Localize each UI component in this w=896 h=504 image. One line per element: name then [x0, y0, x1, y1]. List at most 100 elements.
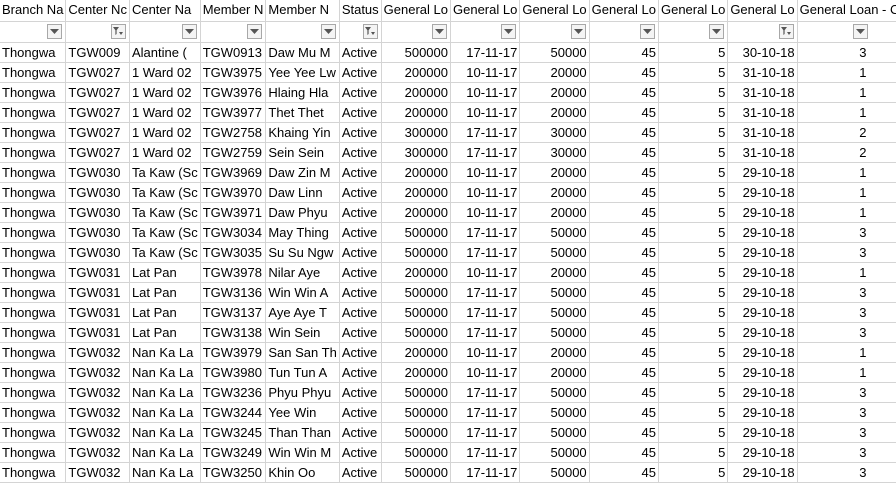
table-cell[interactable]: Active [339, 42, 382, 63]
filter-active-icon[interactable] [110, 23, 126, 39]
table-cell[interactable]: 20000 [519, 262, 590, 283]
table-cell[interactable]: 1 [797, 62, 896, 83]
table-cell[interactable]: 5 [658, 422, 729, 443]
table-cell[interactable]: Nan Ka La [129, 362, 201, 383]
table-cell[interactable]: TGW031 [65, 322, 130, 343]
table-cell[interactable]: 50000 [519, 422, 590, 443]
table-cell[interactable]: Daw Mu M [265, 42, 340, 63]
table-cell[interactable]: Active [339, 442, 382, 463]
table-cell[interactable]: 10-11-17 [450, 102, 521, 123]
table-cell[interactable]: 200000 [381, 262, 452, 283]
table-cell[interactable]: 1 [797, 342, 896, 363]
table-cell[interactable]: 45 [589, 182, 659, 203]
table-cell[interactable]: Active [339, 202, 382, 223]
table-cell[interactable]: 500000 [381, 222, 452, 243]
table-cell[interactable]: Thongwa [0, 42, 67, 63]
table-cell[interactable]: 50000 [519, 222, 590, 243]
table-cell[interactable]: 10-11-17 [450, 262, 521, 283]
table-cell[interactable]: 3 [797, 42, 896, 63]
table-cell[interactable]: 50000 [519, 442, 590, 463]
table-cell[interactable]: 1 Ward 02 [129, 102, 201, 123]
table-cell[interactable]: Thongwa [0, 282, 67, 303]
table-cell[interactable]: 3 [797, 382, 896, 403]
table-cell[interactable]: 3 [797, 302, 896, 323]
table-cell[interactable]: Daw Phyu [265, 202, 340, 223]
table-cell[interactable]: 29-10-18 [727, 362, 798, 383]
table-cell[interactable]: TGW3975 [200, 62, 267, 83]
table-cell[interactable]: Thongwa [0, 62, 67, 83]
table-cell[interactable]: 29-10-18 [727, 222, 798, 243]
table-cell[interactable]: Thet Thet [265, 102, 340, 123]
table-cell[interactable]: TGW032 [65, 362, 130, 383]
table-cell[interactable]: Thongwa [0, 122, 67, 143]
column-header[interactable]: General Lo [727, 0, 798, 22]
table-cell[interactable]: TGW027 [65, 82, 130, 103]
table-cell[interactable]: Active [339, 102, 382, 123]
table-cell[interactable]: 3 [797, 402, 896, 423]
table-cell[interactable]: San San Th [265, 342, 340, 363]
table-cell[interactable]: 29-10-18 [727, 242, 798, 263]
table-cell[interactable]: 45 [589, 102, 659, 123]
table-cell[interactable]: TGW032 [65, 382, 130, 403]
table-cell[interactable]: 5 [658, 222, 729, 243]
table-cell[interactable]: 5 [658, 102, 729, 123]
table-cell[interactable]: Ta Kaw (Sc [129, 242, 201, 263]
table-cell[interactable]: Sein Sein [265, 142, 340, 163]
table-cell[interactable]: TGW032 [65, 402, 130, 423]
table-cell[interactable]: 5 [658, 362, 729, 383]
table-cell[interactable]: Thongwa [0, 442, 67, 463]
table-cell[interactable]: 50000 [519, 42, 590, 63]
table-cell[interactable]: TGW030 [65, 242, 130, 263]
table-cell[interactable]: Active [339, 162, 382, 183]
table-cell[interactable]: 17-11-17 [450, 302, 521, 323]
table-cell[interactable]: TGW027 [65, 122, 130, 143]
table-cell[interactable]: Thongwa [0, 322, 67, 343]
table-cell[interactable]: 10-11-17 [450, 342, 521, 363]
table-cell[interactable]: TGW030 [65, 162, 130, 183]
table-cell[interactable]: 29-10-18 [727, 182, 798, 203]
table-cell[interactable]: 30000 [519, 142, 590, 163]
table-cell[interactable]: Active [339, 82, 382, 103]
table-cell[interactable]: 17-11-17 [450, 142, 521, 163]
table-cell[interactable]: 200000 [381, 342, 452, 363]
table-cell[interactable]: 45 [589, 42, 659, 63]
table-cell[interactable]: 30000 [519, 122, 590, 143]
table-cell[interactable]: Active [339, 302, 382, 323]
table-cell[interactable]: 17-11-17 [450, 42, 521, 63]
table-cell[interactable]: TGW3249 [200, 442, 267, 463]
table-cell[interactable]: 20000 [519, 162, 590, 183]
table-cell[interactable]: 5 [658, 402, 729, 423]
table-cell[interactable]: Active [339, 362, 382, 383]
table-cell[interactable]: 5 [658, 302, 729, 323]
table-cell[interactable]: Ta Kaw (Sc [129, 202, 201, 223]
table-cell[interactable]: TGW2759 [200, 142, 267, 163]
column-header[interactable]: Member N [265, 0, 340, 22]
table-cell[interactable]: 29-10-18 [727, 402, 798, 423]
table-cell[interactable]: 10-11-17 [450, 162, 521, 183]
table-cell[interactable]: 1 Ward 02 [129, 122, 201, 143]
filter-active-icon[interactable] [778, 23, 794, 39]
table-cell[interactable]: 50000 [519, 242, 590, 263]
table-cell[interactable]: Active [339, 342, 382, 363]
table-cell[interactable]: Active [339, 462, 382, 483]
table-cell[interactable]: Lat Pan [129, 322, 201, 343]
table-cell[interactable]: Nan Ka La [129, 382, 201, 403]
table-cell[interactable]: 20000 [519, 342, 590, 363]
table-cell[interactable]: 29-10-18 [727, 282, 798, 303]
table-cell[interactable]: Thongwa [0, 302, 67, 323]
table-cell[interactable]: 29-10-18 [727, 382, 798, 403]
table-cell[interactable]: 17-11-17 [450, 402, 521, 423]
table-cell[interactable]: Aye Aye T [265, 302, 340, 323]
table-cell[interactable]: 5 [658, 122, 729, 143]
column-header[interactable]: General Loan - Cycle [797, 0, 896, 22]
filter-dropdown-icon[interactable] [181, 23, 197, 39]
table-cell[interactable]: 17-11-17 [450, 122, 521, 143]
table-cell[interactable]: 29-10-18 [727, 202, 798, 223]
table-cell[interactable]: 200000 [381, 82, 452, 103]
table-cell[interactable]: TGW3969 [200, 162, 267, 183]
table-cell[interactable]: 5 [658, 262, 729, 283]
table-cell[interactable]: 45 [589, 222, 659, 243]
table-cell[interactable]: 3 [797, 242, 896, 263]
table-cell[interactable]: TGW027 [65, 142, 130, 163]
table-cell[interactable]: 20000 [519, 182, 590, 203]
